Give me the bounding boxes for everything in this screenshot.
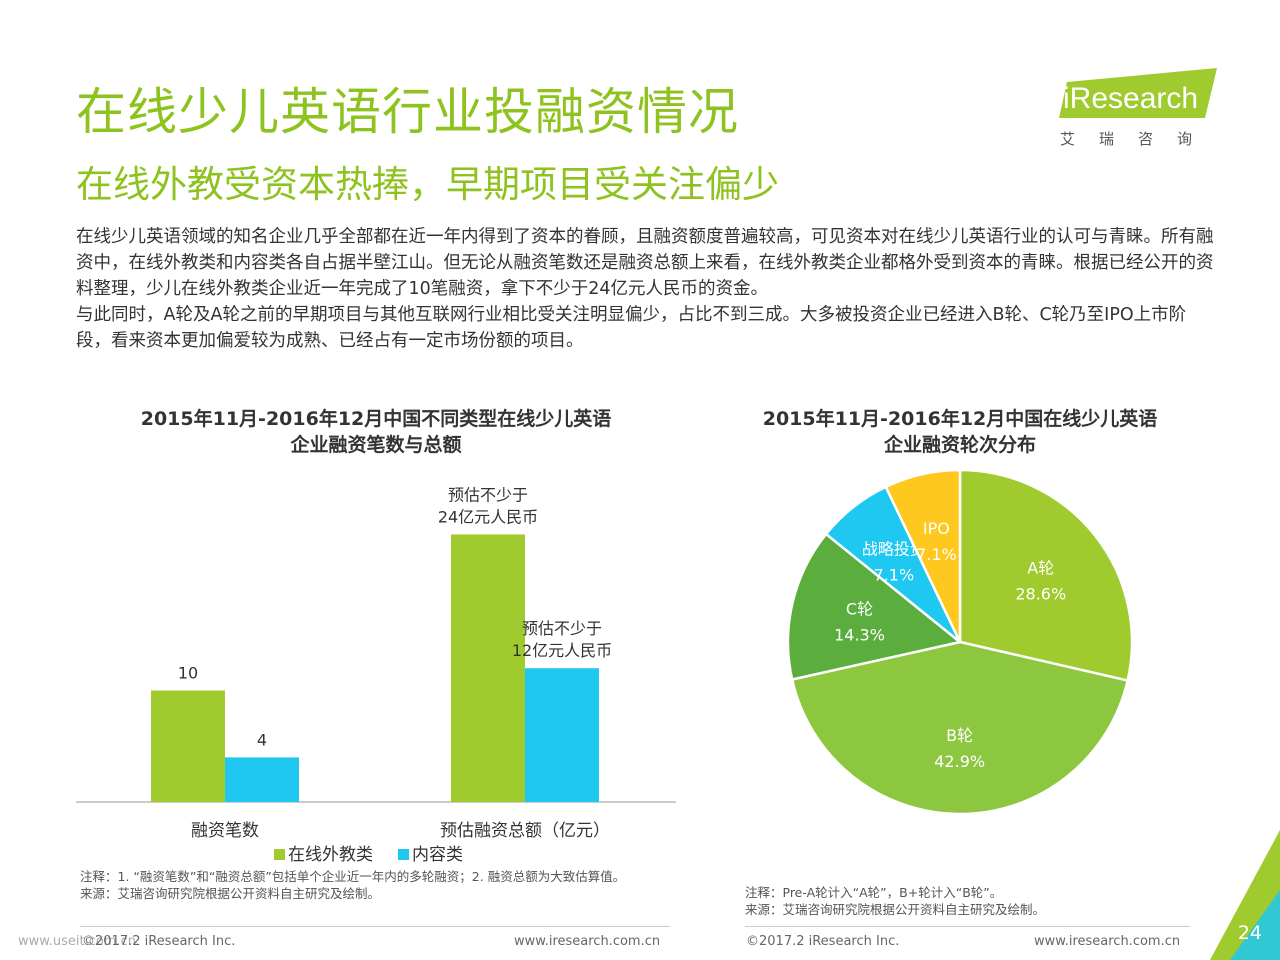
pie-slice-percent: 14.3% xyxy=(834,626,885,645)
pie-slice-1 xyxy=(790,640,1130,816)
pie-slice-4 xyxy=(884,468,962,643)
page-title: 在线少儿英语行业投融资情况 xyxy=(76,83,739,141)
bar-online-foreign-teacher-1 xyxy=(451,534,525,802)
page-number: 24 xyxy=(1237,922,1262,944)
footer-rule-right xyxy=(745,926,1190,927)
pie-slice-percent: 7.1% xyxy=(874,565,915,584)
left-note-annotation: 注释：1. “融资笔数”和“融资总额”包括单个企业近一年内的多轮融资；2. 融资… xyxy=(80,869,626,884)
bar-data-label: 4 xyxy=(257,730,267,749)
bar-data-label: 10 xyxy=(178,664,198,683)
bar-data-label: 预估不少于 12亿元人民币 xyxy=(512,619,612,660)
bar-chart-title-line2: 企业融资笔数与总额 xyxy=(290,434,462,456)
left-note-source: 来源：艾瑞咨询研究院根据公开资料自主研究及绘制。 xyxy=(80,886,381,901)
right-note-source: 来源：艾瑞咨询研究院根据公开资料自主研究及绘制。 xyxy=(745,902,1046,917)
footer-site-right[interactable]: www.iresearch.com.cn xyxy=(1034,934,1181,949)
bar-chart-title-line1: 2015年11月-2016年12月中国不同类型在线少儿英语 xyxy=(140,408,612,430)
pie-slice-percent: 42.9% xyxy=(934,752,985,771)
logo-brand-text: iResearch xyxy=(1063,82,1198,115)
iresearch-logo: iResearch xyxy=(1059,68,1217,118)
bar-category-label: 融资笔数 xyxy=(191,821,259,841)
bar-chart-title: 2015年11月-2016年12月中国不同类型在线少儿英语 企业融资笔数与总额 xyxy=(76,406,676,458)
page-subtitle: 在线外教受资本热捧，早期项目受关注偏少 xyxy=(76,163,779,206)
bar-category-label: 预估融资总额（亿元） xyxy=(440,821,610,841)
legend-swatch xyxy=(274,849,285,860)
footer-rule-left xyxy=(80,926,670,927)
pie-chart-title-line1: 2015年11月-2016年12月中国在线少儿英语 xyxy=(762,408,1158,430)
pie-slice-label: B轮 xyxy=(946,726,973,745)
bar-content-1 xyxy=(525,668,599,802)
footer-site-left[interactable]: www.iresearch.com.cn xyxy=(514,934,661,949)
bar-content-0 xyxy=(225,757,299,802)
page-corner-decoration xyxy=(1210,830,1280,960)
right-note-annotation: 注释：Pre-A轮计入“A轮”，B+轮计入“B轮”。 xyxy=(745,885,1003,900)
pie-slice-0 xyxy=(958,468,1134,683)
right-notes: 注释：Pre-A轮计入“A轮”，B+轮计入“B轮”。 来源：艾瑞咨询研究院根据公… xyxy=(745,884,1205,918)
pie-slice-percent: 7.1% xyxy=(916,545,957,564)
legend-swatch xyxy=(398,849,409,860)
pie-slice-percent: 28.6% xyxy=(1015,585,1066,604)
footer-copyright-right: ©2017.2 iResearch Inc. xyxy=(746,934,900,949)
logo-brand-cn: 艾瑞咨询 xyxy=(1060,130,1217,148)
body-text: 在线少儿英语领域的知名企业几乎全部都在近一年内得到了资本的眷顾，且融资额度普遍较… xyxy=(76,224,1216,354)
body-paragraph-1: 在线少儿英语领域的知名企业几乎全部都在近一年内得到了资本的眷顾，且融资额度普遍较… xyxy=(76,227,1214,299)
watermark: www.useit.com.cn xyxy=(18,934,136,949)
bar-online-foreign-teacher-0 xyxy=(151,690,225,802)
legend-label: 内容类 xyxy=(412,845,463,865)
pie-slice-label: IPO xyxy=(923,519,950,538)
pie-slice-label: C轮 xyxy=(846,600,873,619)
footer-copyright-left: ©2017.2 iResearch Inc. xyxy=(82,934,236,949)
pie-chart-title-line2: 企业融资轮次分布 xyxy=(883,434,1036,456)
legend-label: 在线外教类 xyxy=(288,845,373,865)
pie-chart-title: 2015年11月-2016年12月中国在线少儿英语 企业融资轮次分布 xyxy=(700,406,1220,458)
left-notes: 注释：1. “融资笔数”和“融资总额”包括单个企业近一年内的多轮融资；2. 融资… xyxy=(80,868,670,902)
body-paragraph-2: 与此同时，A轮及A轮之前的早期项目与其他互联网行业相比受关注明显偏少，占比不到三… xyxy=(76,305,1187,351)
pie-slice-2 xyxy=(786,532,963,682)
bar-data-label: 预估不少于 24亿元人民币 xyxy=(438,485,538,526)
pie-slice-label: 战略投资 xyxy=(862,539,926,558)
pie-slice-label: A轮 xyxy=(1027,559,1054,578)
